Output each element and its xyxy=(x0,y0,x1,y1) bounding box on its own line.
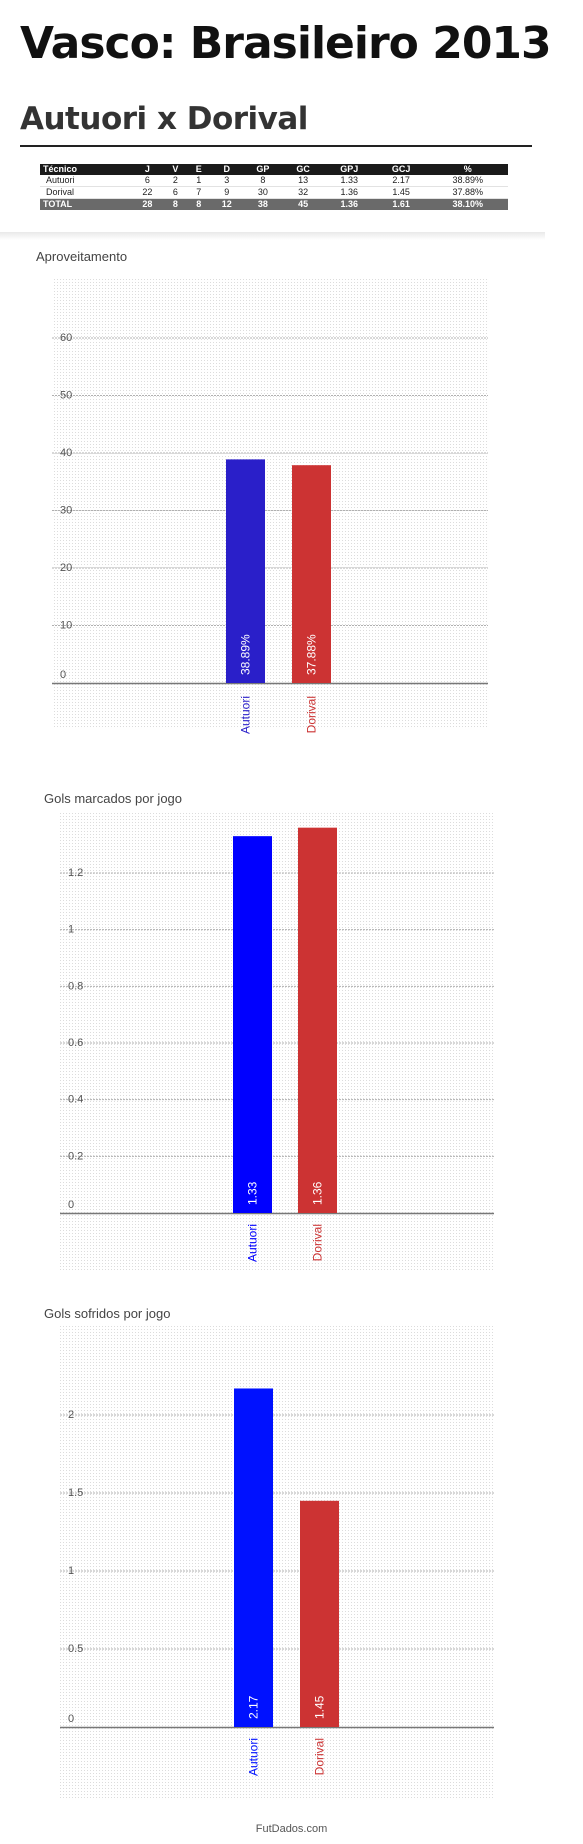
category-label-dorival: Dorival xyxy=(313,1738,327,1775)
header-shadow xyxy=(0,232,545,240)
chart-plot-area xyxy=(60,1326,494,1798)
table-cell: 6 xyxy=(130,175,164,187)
table-cell: 2 xyxy=(163,175,188,187)
stats-table-header-row: Técnico J V E D GP GC GPJ GCJ % xyxy=(40,164,508,175)
y-tick-label: 20 xyxy=(60,562,72,574)
y-tick-label: 2 xyxy=(68,1409,74,1421)
bar-autuori xyxy=(234,1388,273,1727)
bar-value-label: 1.45 xyxy=(313,1695,327,1719)
bar-dorival xyxy=(300,1500,339,1727)
y-tick-label: 1.2 xyxy=(68,867,83,879)
table-cell: 37.88% xyxy=(427,186,508,199)
y-tick-label: 0.4 xyxy=(68,1094,83,1106)
bar-value-label: 1.36 xyxy=(311,1181,325,1205)
table-total-row: TOTAL 28 8 8 12 38 45 1.36 1.61 38.10% xyxy=(40,198,508,210)
page-title: Vasco: Brasileiro 2013 xyxy=(20,18,552,69)
y-tick-label: 50 xyxy=(60,390,72,402)
col-header-vitorias: V xyxy=(163,164,188,175)
y-tick-label: 30 xyxy=(60,505,72,517)
table-cell: Autuori xyxy=(40,175,131,187)
y-tick-label: 10 xyxy=(60,620,72,632)
category-label-autuori: Autuori xyxy=(239,696,253,734)
table-cell: 22 xyxy=(130,186,164,199)
y-tick-label: 1 xyxy=(68,1565,74,1577)
chart-plot-area xyxy=(60,812,494,1272)
chart-title-aproveitamento: Aproveitamento xyxy=(36,249,128,264)
table-cell: 1.33 xyxy=(323,175,375,187)
table-cell: 3 xyxy=(210,175,244,187)
y-tick-label: 0 xyxy=(68,1199,74,1211)
table-row: Autuori 6 2 1 3 8 13 1.33 2.17 38.89% xyxy=(40,175,508,187)
category-label-autuori: Autuori xyxy=(246,1224,260,1262)
y-tick-label: 0 xyxy=(60,669,66,681)
y-tick-label: 60 xyxy=(60,332,72,344)
y-tick-label: 0.8 xyxy=(68,980,83,992)
chart-plot-area xyxy=(52,278,488,728)
table-cell: 9 xyxy=(210,186,244,199)
table-cell: 8 xyxy=(187,198,211,210)
chart-title-gols-sofridos: Gols sofridos por jogo xyxy=(44,1306,171,1321)
bar-value-label: 38.89% xyxy=(239,634,253,675)
table-cell: Dorival xyxy=(40,186,131,199)
table-cell: 1 xyxy=(187,175,211,187)
col-header-tecnico: Técnico xyxy=(40,164,131,175)
bar-autuori xyxy=(233,836,272,1213)
table-cell: 1.36 xyxy=(323,186,375,199)
table-cell: 28 xyxy=(130,198,164,210)
col-header-jogos: J xyxy=(130,164,164,175)
stats-table: Técnico J V E D GP GC GPJ GCJ % Autuori … xyxy=(40,164,508,210)
col-header-percent: % xyxy=(427,164,508,175)
table-cell: 8 xyxy=(243,175,283,187)
y-tick-label: 0 xyxy=(68,1713,74,1725)
col-header-gpj: GPJ xyxy=(323,164,375,175)
table-cell: 8 xyxy=(163,198,188,210)
category-label-dorival: Dorival xyxy=(305,696,319,733)
table-cell: 6 xyxy=(163,186,188,199)
title-divider xyxy=(20,145,532,147)
table-cell: 7 xyxy=(187,186,211,199)
bar-value-label: 37.88% xyxy=(305,634,319,675)
table-cell: TOTAL xyxy=(40,198,131,210)
col-header-gcj: GCJ xyxy=(374,164,428,175)
bar-dorival xyxy=(292,465,331,683)
table-cell: 1.61 xyxy=(374,198,428,210)
table-cell: 13 xyxy=(282,175,324,187)
table-cell: 12 xyxy=(210,198,244,210)
table-cell: 1.45 xyxy=(374,186,428,199)
bar-value-label: 1.33 xyxy=(246,1181,260,1205)
col-header-empates: E xyxy=(187,164,211,175)
table-cell: 38.89% xyxy=(427,175,508,187)
footer-credit: FutDados.com xyxy=(255,1823,328,1835)
table-cell: 2.17 xyxy=(374,175,428,187)
table-cell: 30 xyxy=(243,186,283,199)
chart-title-gols-marcados: Gols marcados por jogo xyxy=(44,791,183,806)
bar-autuori xyxy=(226,459,265,683)
y-tick-label: 0.6 xyxy=(68,1037,83,1049)
y-tick-label: 40 xyxy=(60,447,72,459)
y-tick-label: 0.2 xyxy=(68,1150,83,1162)
col-header-gp: GP xyxy=(243,164,283,175)
bar-value-label: 2.17 xyxy=(247,1695,261,1719)
table-cell: 1.36 xyxy=(323,198,375,210)
table-row: Dorival 22 6 7 9 30 32 1.36 1.45 37.88% xyxy=(40,186,508,199)
y-tick-label: 0.5 xyxy=(68,1643,83,1655)
table-cell: 38.10% xyxy=(427,198,508,210)
y-tick-label: 1.5 xyxy=(68,1487,83,1499)
col-header-gc: GC xyxy=(282,164,324,175)
page-subtitle: Autuori x Dorival xyxy=(20,101,308,137)
table-cell: 38 xyxy=(243,198,283,210)
y-tick-label: 1 xyxy=(68,924,74,936)
table-cell: 45 xyxy=(282,198,324,210)
table-cell: 32 xyxy=(282,186,324,199)
category-label-dorival: Dorival xyxy=(311,1224,325,1261)
bar-dorival xyxy=(298,827,337,1213)
category-label-autuori: Autuori xyxy=(247,1738,261,1776)
col-header-derrotas: D xyxy=(210,164,244,175)
